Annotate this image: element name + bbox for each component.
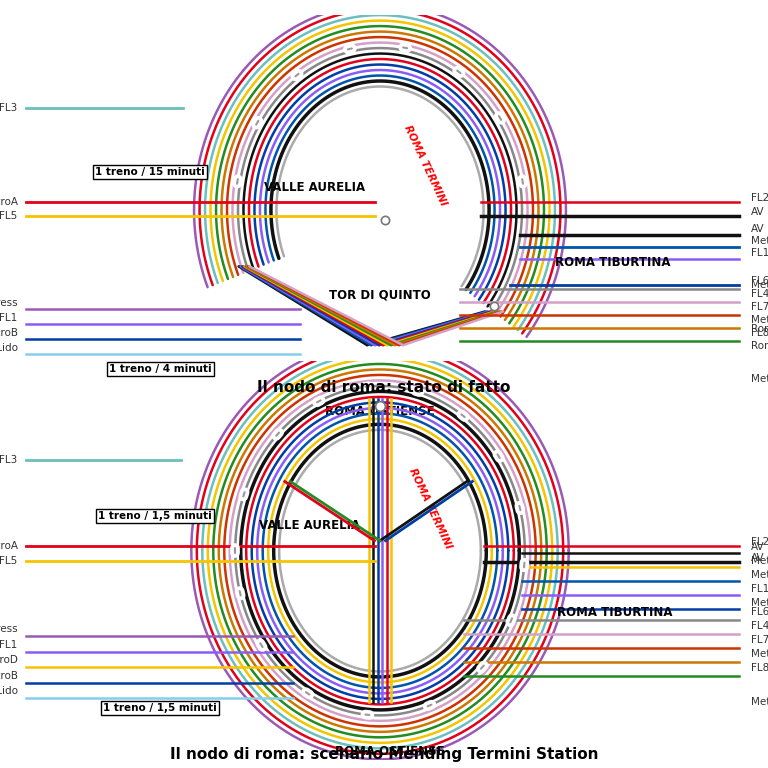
Text: Il nodo di roma: scenario Mending Termini Station: Il nodo di roma: scenario Mending Termin… xyxy=(170,746,598,762)
Text: MetroB: MetroB xyxy=(751,280,768,290)
Text: MetroC: MetroC xyxy=(751,374,768,384)
Text: ROMA TERMINI: ROMA TERMINI xyxy=(402,123,448,207)
Text: MetroB: MetroB xyxy=(751,598,768,608)
Text: ROMA TIBURTINA: ROMA TIBURTINA xyxy=(554,257,670,269)
Text: MetroA: MetroA xyxy=(0,541,18,551)
Text: 1 treno / 4 minuti: 1 treno / 4 minuti xyxy=(109,364,212,374)
Text: FL1: FL1 xyxy=(751,248,768,258)
Text: FL4: FL4 xyxy=(751,621,768,631)
Text: FL3: FL3 xyxy=(0,103,18,113)
Text: ROMA OSTIENSE: ROMA OSTIENSE xyxy=(325,405,435,418)
Text: ROMA TIBURTINA: ROMA TIBURTINA xyxy=(557,607,672,619)
Text: Leonardo Express: Leonardo Express xyxy=(0,624,18,634)
Text: FL6: FL6 xyxy=(751,276,768,286)
Text: ROMA OSTIENSE: ROMA OSTIENSE xyxy=(335,745,445,758)
Text: Roma-Giardinetti: Roma-Giardinetti xyxy=(751,341,768,351)
Text: FL5: FL5 xyxy=(0,555,18,566)
Text: TOR DI QUINTO: TOR DI QUINTO xyxy=(329,288,431,301)
Text: FL1: FL1 xyxy=(0,313,18,323)
Text: AV: AV xyxy=(751,223,765,233)
Text: AV: AV xyxy=(751,542,765,552)
Text: FL3: FL3 xyxy=(0,455,18,465)
Text: MetroB: MetroB xyxy=(0,328,18,338)
Text: Roma-Lido: Roma-Lido xyxy=(0,343,18,353)
Text: 1 treno / 15 minuti: 1 treno / 15 minuti xyxy=(95,167,205,177)
Text: Il nodo di roma: stato di fatto: Il nodo di roma: stato di fatto xyxy=(257,380,511,396)
Text: MetroA: MetroA xyxy=(0,197,18,207)
Text: FL7: FL7 xyxy=(751,635,768,645)
Text: FL7: FL7 xyxy=(751,302,768,312)
Text: MetroD: MetroD xyxy=(751,556,768,566)
Text: VALLE AURELIA: VALLE AURELIA xyxy=(264,180,365,194)
Text: MetroB1: MetroB1 xyxy=(751,236,768,246)
Text: MetroA: MetroA xyxy=(751,649,768,659)
Text: 1 treno / 1,5 minuti: 1 treno / 1,5 minuti xyxy=(104,703,217,713)
Text: FL2: FL2 xyxy=(751,537,768,547)
Text: Roma-Viterbo: Roma-Viterbo xyxy=(751,324,768,334)
Text: FL1: FL1 xyxy=(0,640,18,650)
Text: MetroD: MetroD xyxy=(0,655,18,665)
Text: MetroB: MetroB xyxy=(0,670,18,680)
Text: 1 treno / 1,5 minuti: 1 treno / 1,5 minuti xyxy=(98,511,212,521)
Text: FL6: FL6 xyxy=(751,607,768,617)
Text: FL2: FL2 xyxy=(751,193,768,203)
Text: AV: AV xyxy=(751,207,765,217)
Text: FL8: FL8 xyxy=(751,328,768,338)
Text: VALLE AURELIA: VALLE AURELIA xyxy=(259,519,360,532)
Text: AV: AV xyxy=(751,553,765,563)
Text: ROMA TERMINI: ROMA TERMINI xyxy=(407,467,453,551)
Text: MetroC: MetroC xyxy=(751,697,768,707)
Text: FL1: FL1 xyxy=(751,584,768,594)
Text: Roma-Lido: Roma-Lido xyxy=(0,687,18,697)
Text: FL5: FL5 xyxy=(0,211,18,221)
Text: FL8: FL8 xyxy=(751,663,768,673)
Text: MetroB1: MetroB1 xyxy=(751,570,768,580)
Text: FL4: FL4 xyxy=(751,289,768,299)
Text: Leonardo Express: Leonardo Express xyxy=(0,298,18,308)
Text: MetroA: MetroA xyxy=(751,315,768,325)
